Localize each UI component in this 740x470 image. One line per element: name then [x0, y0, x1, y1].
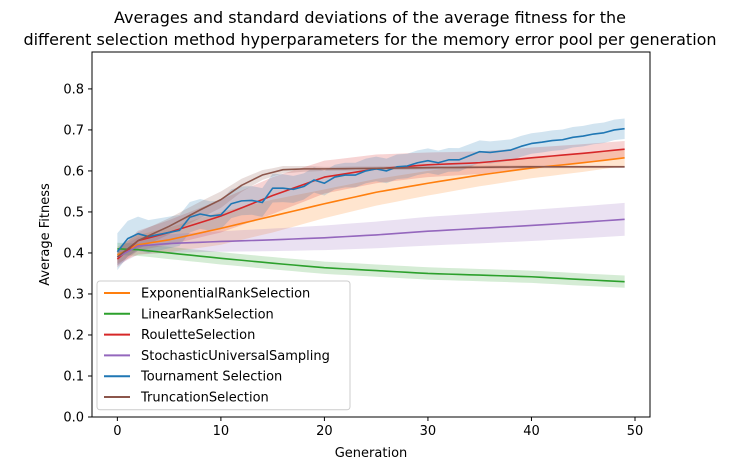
y-axis: 0.0 0.1 0.2 0.3 0.4 0.5 0.6 0.7 0.8 — [63, 82, 92, 426]
y-tick-label: 0.0 — [63, 411, 84, 426]
series-lines — [116, 127, 625, 283]
legend-entry: TruncationSelection — [140, 391, 269, 406]
legend-entry: RouletteSelection — [141, 328, 255, 343]
std-band-1 — [117, 242, 625, 288]
series-line-4 — [116, 127, 625, 253]
chart-title: Averages and standard deviations of the … — [23, 8, 716, 49]
x-tick-label: 30 — [420, 424, 437, 439]
x-tick-label: 50 — [627, 424, 644, 439]
series-line-5 — [116, 166, 625, 258]
legend-entry: Tournament Selection — [140, 370, 282, 385]
chart-title-line: Averages and standard deviations of the … — [114, 8, 626, 27]
std-bands — [117, 118, 625, 288]
legend-box — [96, 280, 351, 411]
y-tick-label: 0.4 — [63, 246, 84, 261]
legend-entry: StochasticUniversalSampling — [141, 349, 330, 364]
x-axis: 0 10 20 30 40 50 — [113, 417, 643, 439]
x-tick-label: 10 — [213, 424, 230, 439]
y-axis-label: Average Fitness — [38, 183, 53, 286]
y-tick-label: 0.6 — [63, 164, 84, 179]
std-band-3 — [117, 202, 625, 266]
series-line-3 — [116, 218, 625, 258]
plot-frame — [91, 51, 651, 418]
y-tick-label: 0.2 — [63, 328, 84, 343]
std-band-4 — [117, 118, 625, 271]
y-tick-label: 0.8 — [63, 82, 84, 97]
x-axis-label: Generation — [335, 446, 408, 461]
legend: ExponentialRankSelection LinearRankSelect… — [96, 280, 351, 411]
y-tick-label: 0.3 — [63, 287, 84, 302]
x-tick-label: 20 — [316, 424, 333, 439]
legend-entry: LinearRankSelection — [141, 307, 274, 322]
y-tick-label: 0.1 — [63, 369, 84, 384]
legend-entry: ExponentialRankSelection — [141, 287, 310, 302]
series-line-1 — [117, 248, 625, 283]
y-tick-label: 0.7 — [63, 123, 84, 138]
x-tick-label: 0 — [113, 424, 121, 439]
chart-title-line: different selection method hyperparamete… — [23, 30, 716, 49]
x-tick-label: 40 — [523, 424, 540, 439]
y-tick-label: 0.5 — [63, 205, 84, 220]
std-band-0 — [117, 149, 625, 264]
std-band-5 — [117, 165, 625, 266]
